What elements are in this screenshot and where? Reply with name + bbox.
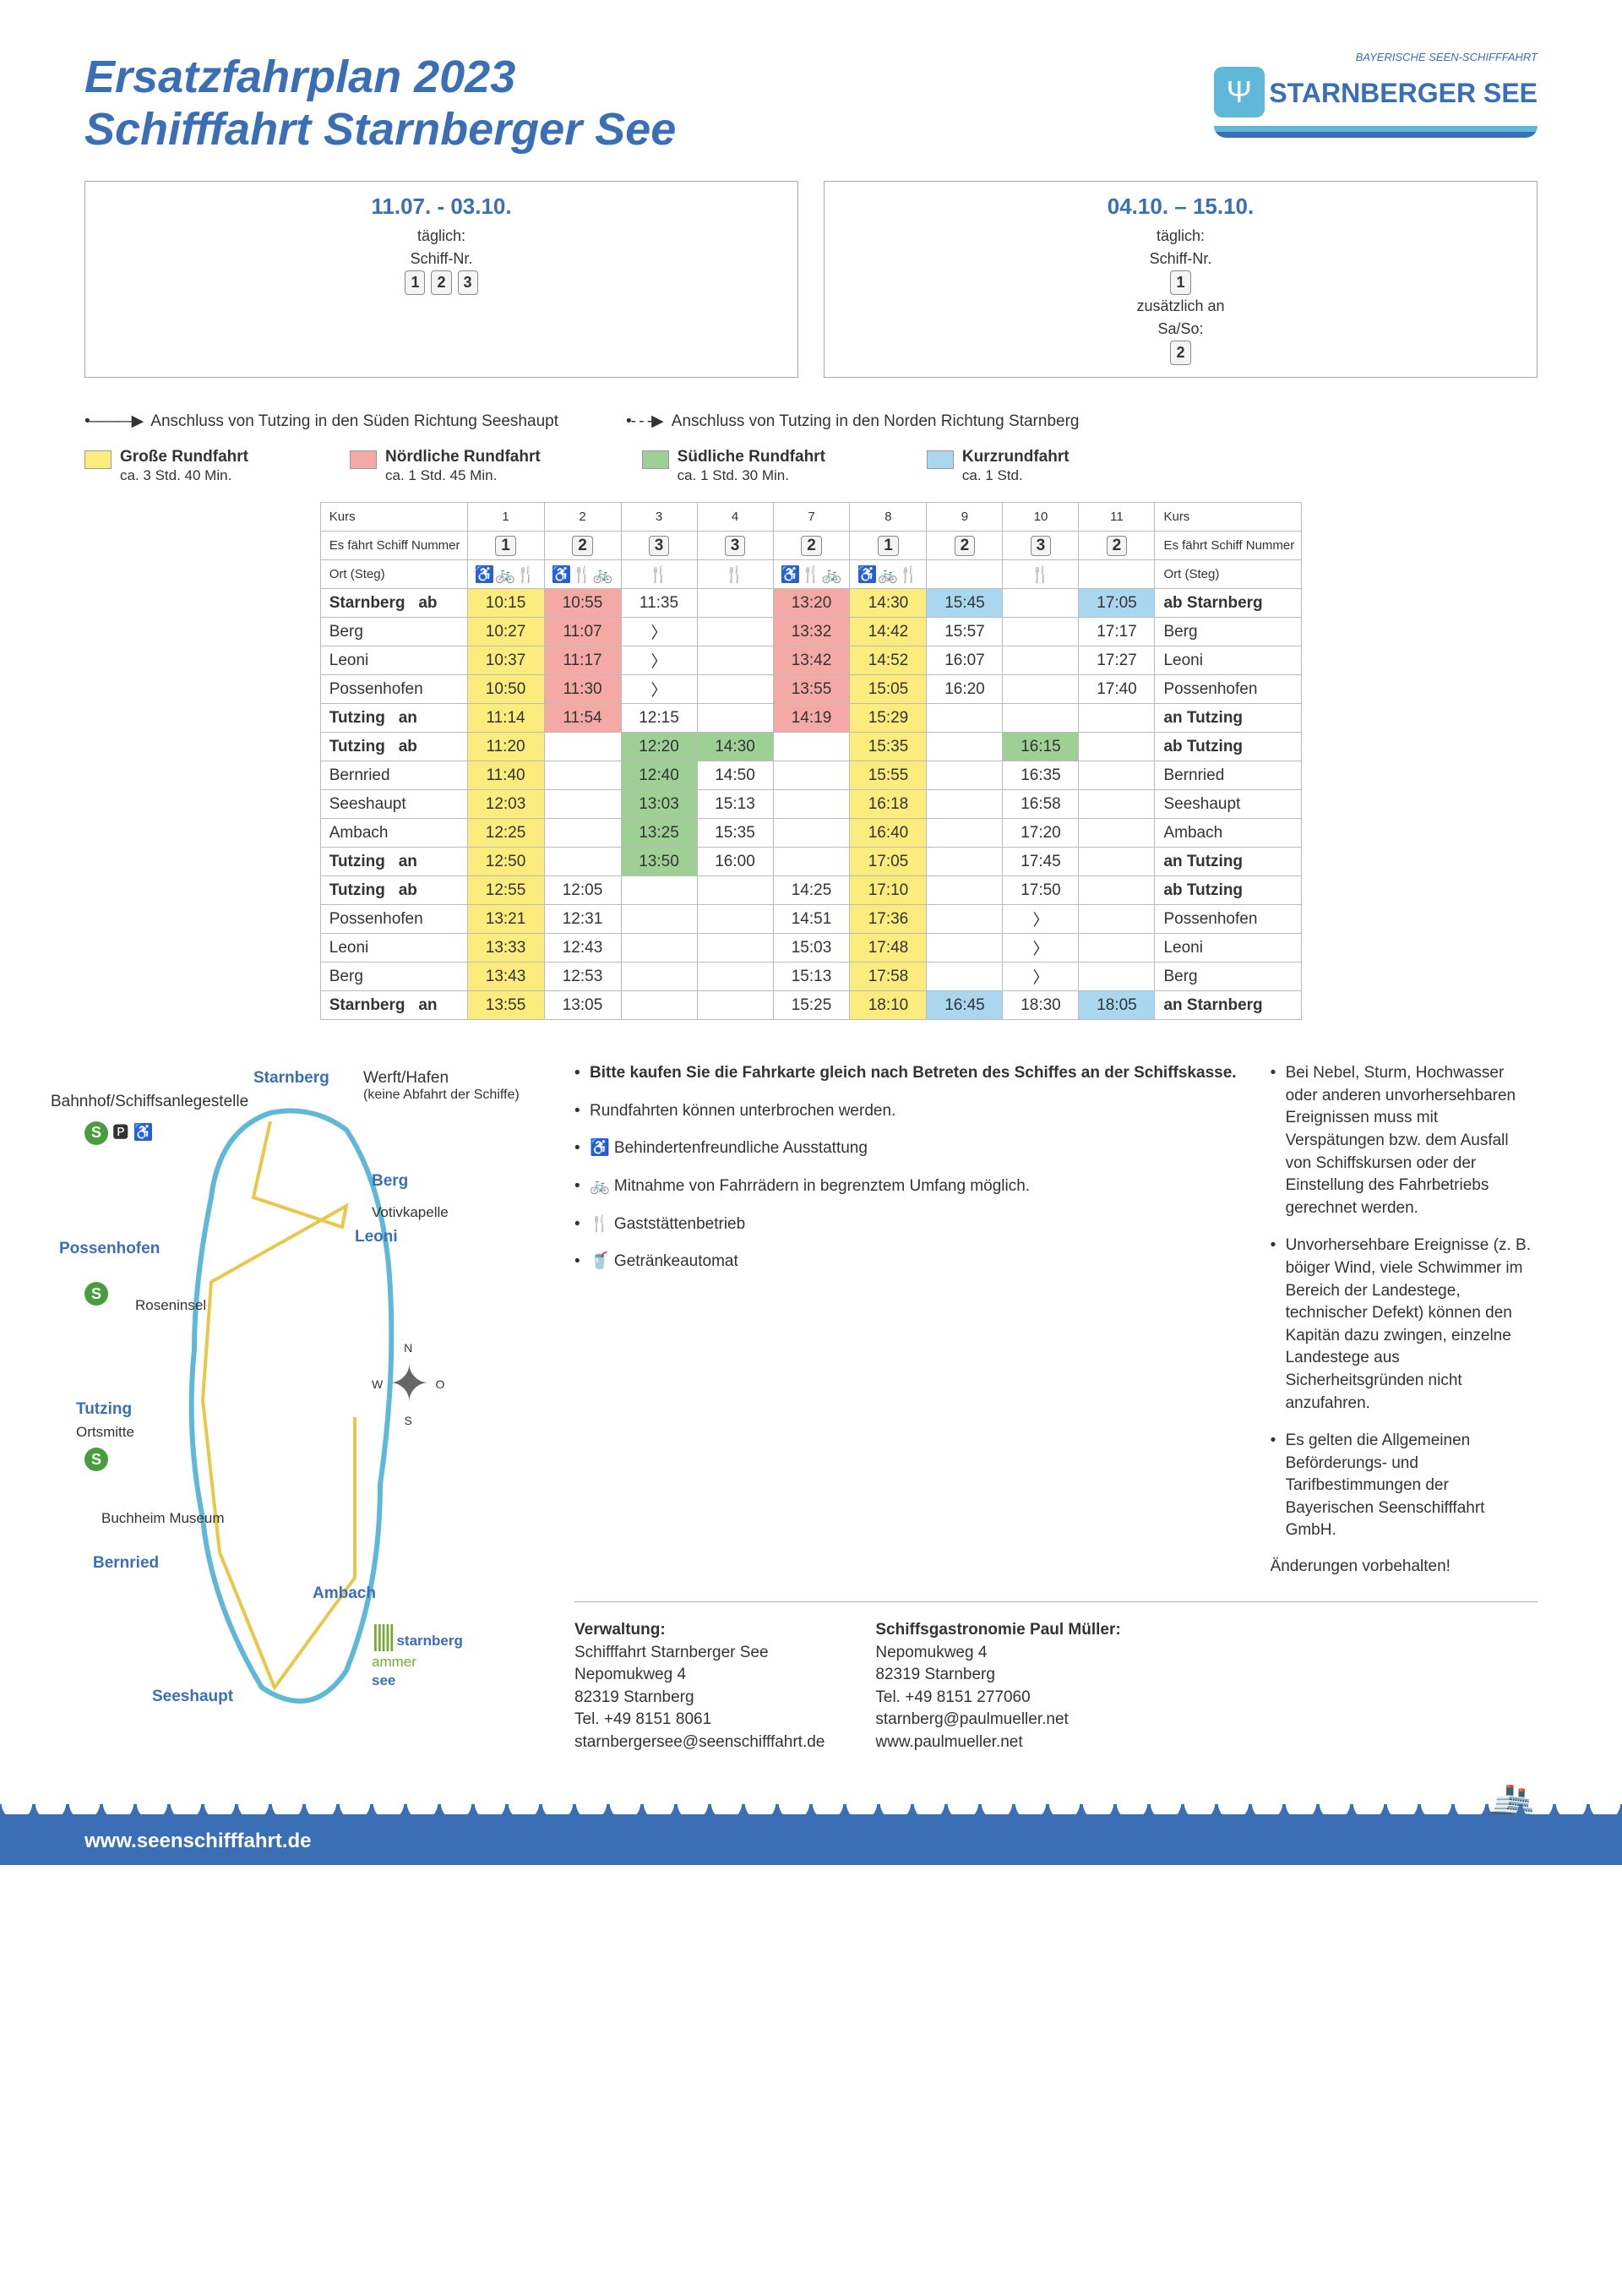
map-label-bahnhof: Bahnhof/Schiffsanlegestelle: [51, 1093, 248, 1111]
tour-duration: ca. 3 Std. 40 Min.: [120, 467, 231, 483]
tour-duration: ca. 1 Std. 45 Min.: [385, 467, 497, 483]
note-item: Es gelten die Allgemeinen Beförderungs- …: [1271, 1430, 1538, 1542]
contact-gastro: Schiffsgastronomie Paul Müller: Nepomukw…: [875, 1619, 1120, 1754]
title-line-2: Schifffahrt Starnberger See: [84, 104, 676, 155]
period-dates: 11.07. - 03.10.: [97, 194, 786, 220]
arrow-dash-icon: [626, 412, 663, 431]
map-stop-starnberg: Starnberg: [253, 1069, 329, 1088]
lake-map: Starnberg Werft/Hafen (keine Abfahrt der…: [84, 1062, 541, 1755]
map-column: Starnberg Werft/Hafen (keine Abfahrt der…: [84, 1062, 541, 1755]
timetable: Kurs12347891011KursEs fährt Schiff Numme…: [320, 502, 1303, 1020]
service-periods: 11.07. - 03.10. täglich: Schiff-Nr. 1 2 …: [84, 181, 1538, 378]
tour-legend-item: Nördliche Rundfahrt ca. 1 Std. 45 Min.: [350, 448, 541, 485]
trident-icon: Ψ: [1214, 67, 1265, 117]
note-item: Rundfahrten können unterbrochen werden.: [574, 1100, 1237, 1123]
map-label-ortsmitte: Ortsmitte: [76, 1424, 134, 1441]
tour-legend-item: Große Rundfahrt ca. 3 Std. 40 Min.: [84, 448, 248, 485]
title-line-1: Ersatzfahrplan 2023: [84, 52, 515, 102]
compass-icon: N W ✦ O S: [372, 1341, 444, 1427]
legend-south-text: Anschluss von Tutzing in den Süden Richt…: [150, 412, 558, 431]
tour-legend-item: Südliche Rundfahrt ca. 1 Std. 30 Min.: [642, 448, 825, 485]
note-item: 🥤 Getränkeautomat: [574, 1251, 1237, 1273]
legend-south: Anschluss von Tutzing in den Süden Richt…: [84, 412, 558, 431]
period-summer: 11.07. - 03.10. täglich: Schiff-Nr. 1 2 …: [84, 181, 798, 378]
arrow-legend: Anschluss von Tutzing in den Süden Richt…: [84, 412, 1538, 431]
period-dates: 04.10. – 15.10.: [836, 194, 1525, 220]
map-label-werft: Werft/Hafen: [363, 1069, 449, 1088]
map-stop-bernried: Bernried: [93, 1554, 159, 1573]
tour-name: Nördliche Rundfahrt: [385, 448, 541, 466]
tour-duration: ca. 1 Std. 30 Min.: [678, 467, 789, 483]
map-stop-possenhofen: Possenhofen: [59, 1240, 160, 1258]
note-item: Bei Nebel, Sturm, Hochwasser oder andere…: [1271, 1062, 1538, 1219]
period-extra-days: Sa/So:: [1157, 320, 1203, 337]
notes-left: Bitte kaufen Sie die Fahrkarte gleich na…: [574, 1062, 1237, 1576]
s-bahn-icon: S 🅿 ♿: [84, 1120, 153, 1145]
ship-badge: 2: [431, 270, 451, 295]
contact-row: Verwaltung: Schifffahrt Starnberger See …: [574, 1601, 1538, 1754]
period-freq: täglich:: [417, 227, 465, 244]
bottom-section: Starnberg Werft/Hafen (keine Abfahrt der…: [84, 1062, 1538, 1755]
color-swatch: [642, 450, 669, 469]
map-stop-seeshaupt: Seeshaupt: [152, 1688, 233, 1706]
legend-north-text: Anschluss von Tutzing in den Norden Rich…: [672, 412, 1080, 431]
color-swatch: [84, 450, 112, 469]
notes-right: Bei Nebel, Sturm, Hochwasser oder andere…: [1271, 1062, 1538, 1542]
note-item: ♿ Behindertenfreundliche Ausstattung: [574, 1137, 1237, 1160]
note-item: 🚲 Mitnahme von Fahrrädern in begrenztem …: [574, 1175, 1237, 1198]
map-label-werft-sub: (keine Abfahrt der Schiffe): [363, 1088, 520, 1103]
page-footer: 🚢 www.seenschifffahrt.de: [84, 1789, 1538, 1865]
map-label-roseninsel: Roseninsel: [135, 1297, 206, 1314]
map-stop-berg: Berg: [372, 1172, 408, 1191]
ship-badge: 1: [1170, 270, 1190, 295]
brand-logo: BAYERISCHE SEEN-SCHIFFFAHRT Ψ STARNBERGE…: [1214, 51, 1538, 138]
wave-graphic: [1214, 126, 1538, 138]
period-ship-label: Schiff-Nr.: [411, 250, 473, 267]
ship-badge: 3: [458, 270, 478, 295]
brand-subtitle: BAYERISCHE SEEN-SCHIFFFAHRT: [1214, 51, 1538, 63]
tour-legend: Große Rundfahrt ca. 3 Std. 40 Min. Nördl…: [84, 448, 1538, 485]
period-ship-label: Schiff-Nr.: [1150, 250, 1212, 267]
ammersee-logo: ||||| starnberg ammer see: [372, 1620, 463, 1690]
notes-columns: Bitte kaufen Sie die Fahrkarte gleich na…: [574, 1062, 1538, 1576]
brand-name: STARNBERGER SEE: [1269, 78, 1538, 109]
period-autumn: 04.10. – 15.10. täglich: Schiff-Nr. 1 zu…: [824, 181, 1538, 378]
ship-badge: 2: [1170, 341, 1190, 365]
tour-name: Südliche Rundfahrt: [678, 448, 825, 466]
footer-url: www.seenschifffahrt.de: [84, 1830, 312, 1853]
color-swatch: [927, 450, 954, 469]
note-item: Unvorhersehbare Ereignisse (z. B. böiger…: [1271, 1235, 1538, 1415]
changes-note: Änderungen vorbehalten!: [1271, 1557, 1538, 1576]
tour-duration: ca. 1 Std.: [962, 467, 1023, 483]
contact-admin: Verwaltung: Schifffahrt Starnberger See …: [574, 1619, 825, 1754]
page-header: Ersatzfahrplan 2023 Schifffahrt Starnber…: [84, 51, 1538, 155]
period-extra-label: zusätzlich an: [1136, 297, 1224, 314]
title-block: Ersatzfahrplan 2023 Schifffahrt Starnber…: [84, 51, 676, 155]
s-bahn-icon: S: [84, 1282, 108, 1306]
note-item: 🍴 Gaststättenbetrieb: [574, 1213, 1237, 1236]
s-bahn-icon: S: [84, 1448, 108, 1471]
ship-badge: 1: [405, 270, 425, 295]
tour-legend-item: Kurzrundfahrt ca. 1 Std.: [927, 448, 1070, 485]
map-label-votiv: Votivkapelle: [372, 1204, 449, 1221]
arrow-solid-icon: [84, 412, 142, 431]
tour-name: Kurzrundfahrt: [962, 448, 1070, 466]
map-stop-tutzing: Tutzing: [76, 1400, 132, 1419]
legend-north: Anschluss von Tutzing in den Norden Rich…: [626, 412, 1080, 431]
notes-contact-column: Bitte kaufen Sie die Fahrkarte gleich na…: [574, 1062, 1538, 1755]
tour-name: Große Rundfahrt: [120, 448, 248, 466]
period-freq: täglich:: [1157, 227, 1205, 244]
color-swatch: [350, 450, 377, 469]
note-item: Bitte kaufen Sie die Fahrkarte gleich na…: [574, 1062, 1237, 1085]
map-stop-leoni: Leoni: [355, 1228, 398, 1246]
map-label-buchheim: Buchheim Museum: [101, 1510, 225, 1527]
map-stop-ambach: Ambach: [313, 1584, 376, 1603]
